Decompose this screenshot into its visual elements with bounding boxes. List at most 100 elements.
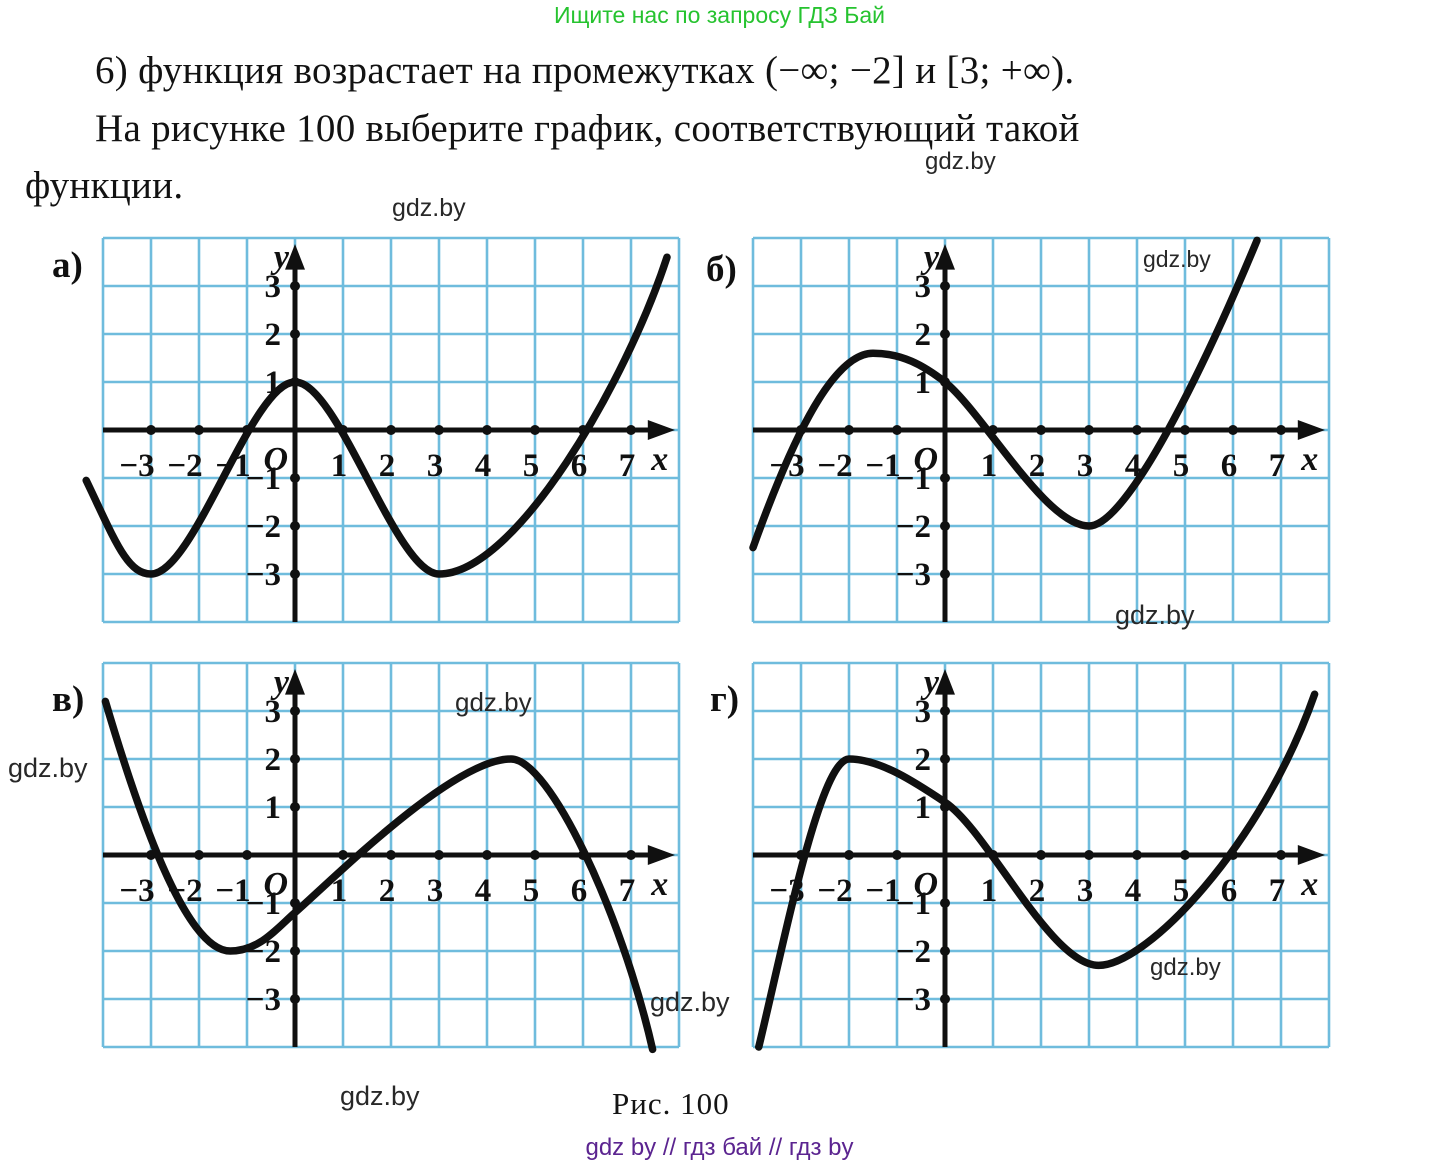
x-tick-dot <box>194 425 204 435</box>
y-tick-dot <box>290 946 300 956</box>
y-tick-dot <box>940 946 950 956</box>
x-tick-dot <box>1180 425 1190 435</box>
function-curve-b <box>749 236 1261 552</box>
y-tick-label: −1 <box>246 886 281 922</box>
y-tick-dot <box>940 706 950 716</box>
y-tick-label: −1 <box>896 461 931 497</box>
x-axis-arrow <box>647 420 675 440</box>
y-tick-label: −2 <box>896 934 931 970</box>
x-tick-dot <box>1084 850 1094 860</box>
x-tick-dot <box>1036 850 1046 860</box>
y-tick-dot <box>940 754 950 764</box>
watermark-panel-g-inside: gdz.by <box>1150 954 1221 981</box>
x-tick-label: 5 <box>523 873 540 909</box>
x-tick-label: 3 <box>427 873 444 909</box>
y-axis-label: y <box>920 239 940 276</box>
y-tick-label: −2 <box>246 509 281 545</box>
y-tick-label: −3 <box>896 557 931 593</box>
x-tick-label: 3 <box>427 448 444 484</box>
y-tick-label: −1 <box>896 886 931 922</box>
x-tick-dot <box>482 850 492 860</box>
panel-label-b: б) <box>706 249 737 290</box>
x-tick-label: 1 <box>981 873 998 909</box>
y-tick-dot <box>290 754 300 764</box>
y-tick-dot <box>940 473 950 483</box>
watermark-below-title: gdz.by <box>392 194 466 222</box>
watermark-below-panel-v: gdz.by <box>340 1081 420 1111</box>
y-tick-label: −1 <box>246 461 281 497</box>
watermark-panel-b-below: gdz.by <box>1115 600 1195 630</box>
function-curve-v <box>101 697 657 1054</box>
x-tick-dot <box>844 425 854 435</box>
x-tick-dot <box>1276 425 1286 435</box>
x-tick-dot <box>434 850 444 860</box>
x-tick-dot <box>1180 850 1190 860</box>
x-tick-label: 6 <box>571 873 588 909</box>
y-tick-dot <box>290 569 300 579</box>
y-tick-dot <box>940 569 950 579</box>
x-tick-label: 3 <box>1077 873 1094 909</box>
watermark-center-bottom: gdz.by <box>650 987 730 1017</box>
x-tick-label: 2 <box>379 448 396 484</box>
x-tick-dot <box>530 425 540 435</box>
promo-banner: Ищите нас по запросу ГДЗ Бай <box>553 2 886 28</box>
problem-line-3: функции. <box>25 164 184 207</box>
x-tick-dot <box>1132 850 1142 860</box>
x-tick-label: 5 <box>1173 448 1190 484</box>
x-tick-label: −3 <box>119 448 154 484</box>
y-tick-dot <box>940 281 950 291</box>
x-axis-label: x <box>650 441 668 478</box>
y-tick-dot <box>290 802 300 812</box>
y-tick-dot <box>290 281 300 291</box>
x-tick-label: −1 <box>215 873 250 909</box>
y-tick-label: −3 <box>246 557 281 593</box>
x-tick-label: 1 <box>331 448 348 484</box>
x-tick-dot <box>242 850 252 860</box>
x-tick-label: −3 <box>119 873 154 909</box>
x-tick-dot <box>892 850 902 860</box>
origin-label: O <box>263 441 288 478</box>
y-tick-label: 1 <box>265 790 282 826</box>
x-tick-label: 5 <box>523 448 540 484</box>
x-tick-label: 5 <box>1173 873 1190 909</box>
problem-line-1: 6) функция возрастает на промежутках (−∞… <box>95 49 1075 92</box>
x-tick-label: 4 <box>1125 873 1142 909</box>
x-tick-label: 4 <box>475 873 492 909</box>
watermark-panel-v-top: gdz.by <box>455 687 532 717</box>
y-tick-label: 2 <box>915 317 932 353</box>
footer-watermark: gdz by // гдз бай // гдз by <box>585 1134 854 1161</box>
y-tick-dot <box>290 706 300 716</box>
x-tick-dot <box>1276 850 1286 860</box>
x-tick-label: 7 <box>619 873 636 909</box>
x-axis-arrow <box>647 845 675 865</box>
y-tick-dot <box>940 994 950 1004</box>
y-tick-dot <box>290 521 300 531</box>
y-tick-dot <box>940 521 950 531</box>
x-tick-label: −1 <box>865 873 900 909</box>
watermark-left-edge: gdz.by <box>8 753 88 783</box>
y-tick-label: −2 <box>896 509 931 545</box>
x-tick-label: 6 <box>1221 873 1238 909</box>
x-tick-label: −2 <box>817 448 852 484</box>
function-curve-g <box>755 690 1319 1051</box>
x-axis-label: x <box>1300 441 1318 478</box>
x-tick-dot <box>1084 425 1094 435</box>
x-tick-dot <box>146 425 156 435</box>
x-tick-dot <box>434 425 444 435</box>
x-tick-label: 6 <box>571 448 588 484</box>
x-tick-label: 2 <box>379 873 396 909</box>
x-tick-label: −2 <box>817 873 852 909</box>
y-axis-arrow <box>285 669 305 695</box>
watermark-panel-b-top: gdz.by <box>1143 246 1211 272</box>
y-axis-arrow <box>285 244 305 270</box>
y-tick-dot <box>290 473 300 483</box>
x-tick-dot <box>1228 425 1238 435</box>
x-tick-label: 2 <box>1029 873 1046 909</box>
x-axis-label: x <box>1300 866 1318 903</box>
y-tick-label: 3 <box>265 694 282 730</box>
x-tick-label: 7 <box>1269 873 1286 909</box>
x-tick-label: 7 <box>619 448 636 484</box>
